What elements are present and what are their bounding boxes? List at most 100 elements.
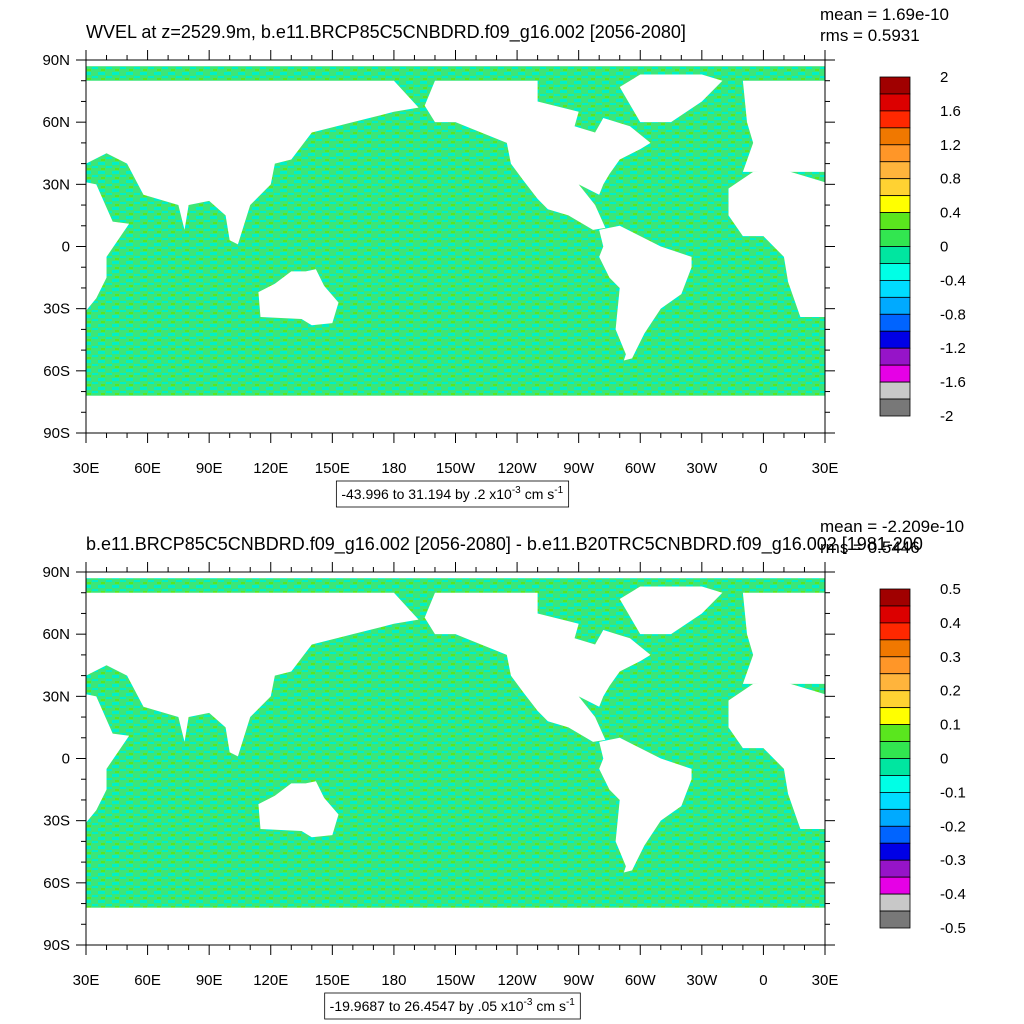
lon-label: 90W (563, 972, 595, 989)
land (742, 80, 825, 172)
lon-label: 30W (686, 460, 718, 477)
colorbar-label: 0 (940, 751, 948, 768)
panel: b.e11.BRCP85C5CNBDRD.f09_g16.002 [2056-2… (42, 517, 966, 1020)
lat-label: 90N (42, 52, 70, 69)
colorbar-box (879, 212, 911, 230)
lat-label: 30S (43, 301, 70, 318)
lon-label: 30E (73, 972, 100, 989)
colorbar-box (879, 246, 911, 264)
lon-label: 120W (497, 460, 537, 477)
colorbar-box (879, 263, 911, 281)
colorbar-label: -1.2 (940, 340, 966, 357)
colorbar-label: -0.2 (940, 818, 966, 835)
colorbar-box (879, 178, 911, 197)
land (599, 225, 692, 361)
colorbar-box (879, 910, 911, 929)
lon-label: 120W (497, 972, 537, 989)
lon-label: 180 (381, 972, 406, 989)
rms-stat: rms = 0.5446 (820, 538, 920, 557)
lon-label: 150W (436, 460, 476, 477)
lon-label: 120E (253, 460, 288, 477)
colorbar-box (879, 707, 911, 726)
land (86, 592, 419, 757)
lat-label: 0 (62, 751, 70, 768)
lon-label: 30E (812, 972, 839, 989)
colorbar-label: -0.4 (940, 272, 966, 289)
colorbar-label: -1.6 (940, 374, 966, 391)
colorbar-label: 0.8 (940, 171, 961, 188)
colorbar-box (879, 381, 911, 400)
colorbar-box (879, 893, 911, 912)
lon-label: 0 (759, 460, 767, 477)
land (424, 592, 651, 742)
land (86, 80, 419, 245)
info-range: -19.9687 to 26.4547 by .05 x10 (330, 998, 524, 1014)
colorbar-box (879, 330, 911, 349)
panel-title: b.e11.BRCP85C5CNBDRD.f09_g16.002 [2056-2… (86, 534, 923, 555)
rms-stat: rms = 0.5931 (820, 26, 920, 45)
land (728, 681, 825, 829)
colorbar-label: -0.4 (940, 886, 966, 903)
colorbar-box (879, 313, 911, 332)
colorbar-box (879, 808, 911, 827)
panel-title: WVEL at z=2529.9m, b.e11.BRCP85C5CNBDRD.… (86, 22, 686, 43)
colorbar-box (879, 605, 911, 624)
colorbar-box (879, 229, 911, 247)
colorbar-box (879, 144, 911, 163)
panel: WVEL at z=2529.9m, b.e11.BRCP85C5CNBDRD.… (42, 5, 966, 508)
lat-label: 30N (42, 688, 70, 705)
land (258, 269, 339, 326)
lon-label: 30E (812, 460, 839, 477)
info-unit-exp: -1 (566, 997, 575, 1008)
lat-label: 90S (43, 937, 70, 954)
land (86, 182, 130, 311)
info-unit-exp: -1 (554, 485, 563, 496)
colorbar-box (879, 588, 911, 607)
colorbar-label: 0.3 (940, 649, 961, 666)
lon-label: 60W (625, 460, 657, 477)
land (599, 737, 692, 873)
lon-label: 120E (253, 972, 288, 989)
info-exp: -3 (524, 997, 533, 1008)
lon-label: 150E (315, 972, 350, 989)
lat-label: 60S (43, 363, 70, 380)
info-exp: -3 (512, 485, 521, 496)
info-box (335, 480, 570, 508)
lon-label: 60W (625, 972, 657, 989)
lat-label: 90N (42, 564, 70, 581)
lat-label: 30S (43, 813, 70, 830)
lat-label: 90S (43, 425, 70, 442)
lat-label: 60N (42, 114, 70, 131)
lon-label: 30W (686, 972, 718, 989)
colorbar-box (879, 195, 911, 213)
lat-label: 60S (43, 875, 70, 892)
lat-label: 60N (42, 626, 70, 643)
land (258, 781, 339, 838)
mean-stat: mean = -2.209e-10 (820, 517, 964, 536)
lon-label: 30E (73, 460, 100, 477)
lat-label: 0 (62, 239, 70, 256)
colorbar-label: 0.4 (940, 615, 961, 632)
land (86, 694, 130, 823)
colorbar-box (879, 364, 911, 383)
land (619, 74, 723, 123)
land (742, 592, 825, 684)
colorbar-box (879, 859, 911, 878)
info-unit: cm s (536, 998, 566, 1014)
colorbar-box (879, 622, 911, 641)
colorbar-label: 0.5 (940, 581, 961, 598)
colorbar-box (879, 876, 911, 895)
colorbar-box (879, 127, 911, 146)
lon-label: 90W (563, 460, 595, 477)
lon-label: 0 (759, 972, 767, 989)
colorbar-box (879, 673, 911, 692)
colorbar-box (879, 690, 911, 709)
lon-label: 90E (196, 460, 223, 477)
colorbar-box (879, 775, 911, 793)
land (728, 169, 825, 317)
lon-label: 180 (381, 460, 406, 477)
colorbar-label: -2 (940, 408, 953, 425)
info-text: -43.996 to 31.194 by .2 x10-3 cm s-1 (341, 485, 563, 502)
lon-label: 90E (196, 972, 223, 989)
